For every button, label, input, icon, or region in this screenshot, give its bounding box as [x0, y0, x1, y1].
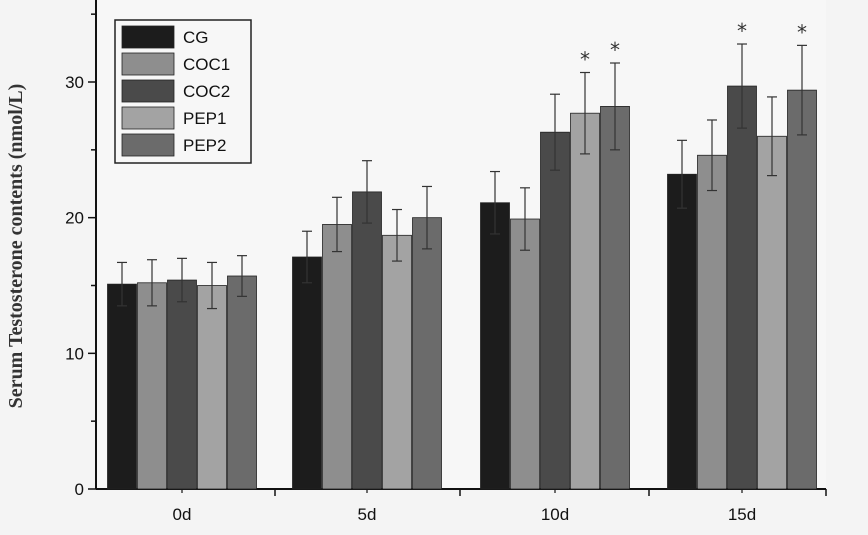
bar-coc1 [697, 154, 727, 490]
legend-swatch-cg [121, 25, 175, 49]
bar-coc2 [167, 279, 197, 490]
bar-pep1 [197, 285, 227, 490]
y-tick-label: 0 [75, 480, 84, 499]
legend-label-cg: CG [183, 28, 209, 47]
legend-swatch-coc2 [121, 79, 175, 103]
legend-swatch-pep1 [121, 106, 175, 130]
legend-label-pep1: PEP1 [183, 109, 226, 128]
bar-pep2 [787, 89, 817, 490]
significance-star: * [737, 19, 747, 43]
bar-cg [292, 256, 322, 490]
bar-cg [107, 283, 137, 490]
legend: CG COC1 COC2 PEP1 PEP2 [114, 19, 252, 164]
legend-label-coc1: COC1 [183, 55, 230, 74]
legend-label-coc2: COC2 [183, 82, 230, 101]
bar-coc2 [540, 131, 570, 490]
plot-area: 0 10 20 30 0d 5d 10d * * 15d * * [65, 0, 827, 524]
bar-cg [480, 202, 510, 490]
bar-pep1 [570, 112, 600, 490]
x-tick-label: 10d [541, 505, 569, 524]
bar-pep1 [382, 234, 412, 490]
legend-label-pep2: PEP2 [183, 136, 226, 155]
significance-star: * [797, 20, 807, 44]
bar-coc2 [352, 191, 382, 490]
bar-coc1 [510, 218, 540, 490]
x-tick-label: 15d [728, 505, 756, 524]
x-tick-label: 5d [358, 505, 377, 524]
x-tick-label: 0d [173, 505, 192, 524]
bar-cg [667, 173, 697, 490]
bar-coc1 [322, 224, 352, 490]
legend-swatch-coc1 [121, 52, 175, 76]
bar-pep2 [227, 275, 257, 490]
bar-coc1 [137, 282, 167, 490]
significance-star: * [580, 48, 590, 72]
bar-coc2 [727, 85, 757, 490]
bar-pep2 [600, 106, 630, 490]
legend-swatch-pep2 [121, 133, 175, 157]
bar-pep2 [412, 217, 442, 490]
y-axis-label: Serum Testosterone contents (nmol/L) [5, 84, 27, 409]
y-tick-label: 30 [65, 73, 84, 92]
bar-pep1 [757, 135, 787, 490]
significance-star: * [610, 38, 620, 62]
y-tick-label: 20 [65, 209, 84, 228]
y-tick-label: 10 [65, 344, 84, 363]
